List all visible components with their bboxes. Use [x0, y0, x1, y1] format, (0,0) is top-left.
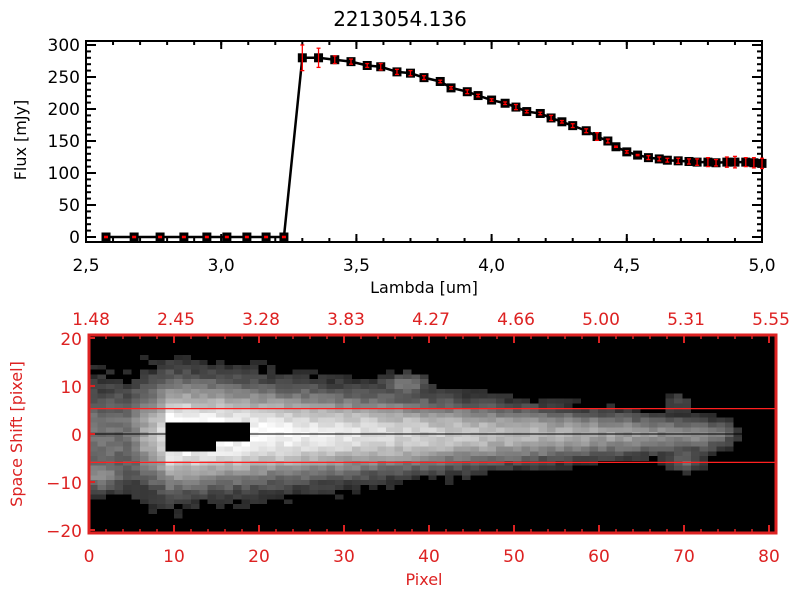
error-bar [570, 123, 575, 129]
x-axis-label: Pixel [405, 570, 442, 589]
x-tick-label: 80 [758, 547, 780, 567]
x-tick-label: 60 [588, 547, 610, 567]
error-bar [132, 235, 137, 239]
y-axis-label: Flux [mJy] [11, 100, 30, 181]
error-bar [332, 55, 337, 65]
error-bar [181, 235, 186, 239]
x-tick-label: 2,5 [72, 256, 99, 276]
error-bar [408, 69, 413, 77]
x-tick-label: 50 [503, 547, 525, 567]
y-tick-label: 50 [58, 196, 80, 216]
error-bar [489, 98, 494, 102]
y-tick-label: 150 [48, 132, 80, 152]
y-axis-label: Space Shift [pixel] [7, 361, 26, 507]
x-tick-label: 3,0 [208, 256, 235, 276]
y-tick-label: 300 [48, 36, 80, 56]
error-bar [524, 109, 529, 114]
error-bar [751, 156, 756, 169]
error-bar [422, 75, 426, 81]
x-tick-label: 40 [418, 547, 440, 567]
error-bar [646, 155, 651, 161]
error-bar [513, 103, 518, 111]
x-tick-label: 0 [84, 547, 95, 567]
error-bar [657, 156, 662, 162]
y-tick-label: −10 [46, 474, 82, 494]
y-tick-label: 100 [48, 164, 80, 184]
y-tick-label: 10 [60, 378, 82, 398]
error-bar [365, 62, 370, 69]
error-bar [665, 157, 670, 163]
error-bar [724, 156, 729, 168]
error-bar [559, 119, 564, 124]
top-x-tick-label: 4.27 [412, 310, 450, 330]
top-x-tick-label: 1.48 [72, 310, 110, 330]
top-x-tick-label: 5.00 [582, 310, 620, 330]
error-bar [676, 157, 681, 165]
error-bar [300, 44, 305, 72]
y-tick-label: 0 [69, 228, 80, 248]
error-bar [624, 149, 629, 154]
x-tick-label: 4,5 [613, 256, 640, 276]
x-axis-label: Lambda [um] [370, 278, 478, 297]
top-x-tick-label: 5.55 [752, 310, 790, 330]
error-bar [613, 145, 618, 149]
y-tick-label: −20 [46, 522, 82, 542]
x-tick-label: 10 [163, 547, 185, 567]
error-bar [605, 138, 610, 144]
top-x-tick-label: 5.31 [667, 310, 705, 330]
error-bar [686, 158, 691, 165]
error-bar [394, 68, 399, 76]
error-bar [378, 62, 383, 71]
error-bar [714, 158, 719, 167]
x-tick-label: 70 [673, 547, 695, 567]
y-tick-label: 200 [48, 100, 80, 120]
x-tick-label: 4,0 [478, 256, 505, 276]
error-bar [104, 235, 109, 239]
chart-title: 2213054.136 [333, 7, 467, 31]
error-bar [635, 153, 640, 157]
y-tick-label: 0 [71, 426, 82, 446]
x-tick-label: 3,5 [343, 256, 370, 276]
error-bar [264, 235, 269, 239]
x-tick-label: 5,0 [748, 256, 775, 276]
error-bar [549, 114, 554, 122]
top-x-tick-label: 4.66 [497, 310, 535, 330]
top-x-tick-label: 3.28 [242, 310, 280, 330]
y-tick-label: 250 [48, 68, 80, 88]
error-bar [316, 47, 321, 69]
error-bar [732, 155, 737, 169]
error-bar [595, 132, 600, 142]
error-bar [438, 79, 443, 84]
error-bar [449, 85, 454, 90]
error-bar [476, 93, 481, 98]
top-x-tick-label: 2.45 [157, 310, 195, 330]
error-bar [204, 235, 209, 239]
error-bar [584, 128, 589, 134]
error-bar [244, 235, 249, 239]
error-bar [224, 235, 229, 239]
x-tick-label: 30 [333, 547, 355, 567]
error-bar [503, 101, 508, 106]
error-bar [695, 158, 700, 166]
error-bar [348, 58, 353, 65]
x-tick-label: 20 [248, 547, 270, 567]
error-bar [538, 111, 543, 116]
error-bar [760, 157, 764, 170]
error-bar [281, 235, 286, 239]
y-tick-label: 20 [60, 330, 82, 350]
error-bar [743, 156, 748, 168]
top-x-tick-label: 3.83 [327, 310, 365, 330]
error-bar [705, 156, 710, 168]
error-bar [465, 89, 470, 95]
error-bar [158, 235, 163, 239]
